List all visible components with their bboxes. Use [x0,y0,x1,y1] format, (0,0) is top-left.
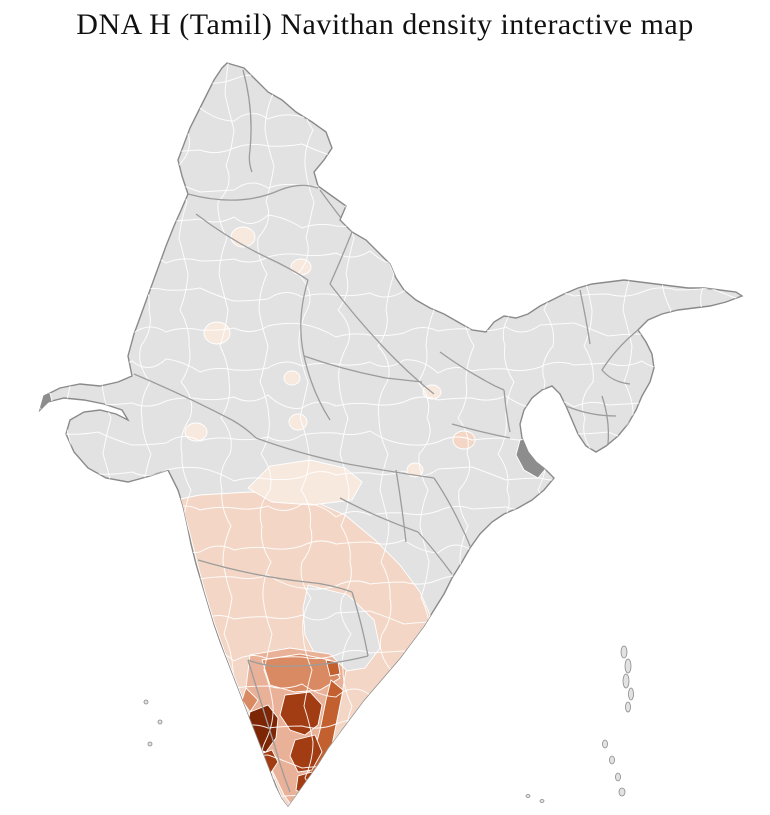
density-region[interactable] [290,258,312,276]
island [609,755,615,765]
map-title: DNA H (Tamil) Navithan density interacti… [76,8,694,41]
density-region-tn-core-b[interactable] [289,734,323,773]
low-density-interior[interactable] [302,584,381,673]
island [143,699,149,705]
density-region[interactable] [184,422,208,442]
island [147,741,153,747]
island [157,719,163,725]
density-region[interactable] [230,226,256,248]
density-region-central-band[interactable] [247,459,363,506]
island [618,787,626,797]
state-boundaries [133,69,639,793]
density-region[interactable] [203,321,231,345]
island [628,687,634,701]
india-landmass[interactable] [39,62,743,807]
density-region[interactable] [406,462,424,478]
density-region-tn-core-a[interactable] [279,691,323,736]
island [625,701,631,713]
islands[interactable] [143,645,634,803]
density-region[interactable] [283,370,301,386]
density-region-tn-wedge[interactable] [241,687,259,713]
nodata-region-west[interactable] [36,392,54,413]
island [622,673,630,689]
island [539,799,545,803]
island [620,645,628,659]
island [525,794,531,798]
island [624,658,632,674]
island [602,739,608,749]
island [615,772,621,782]
density-region[interactable] [288,413,308,431]
